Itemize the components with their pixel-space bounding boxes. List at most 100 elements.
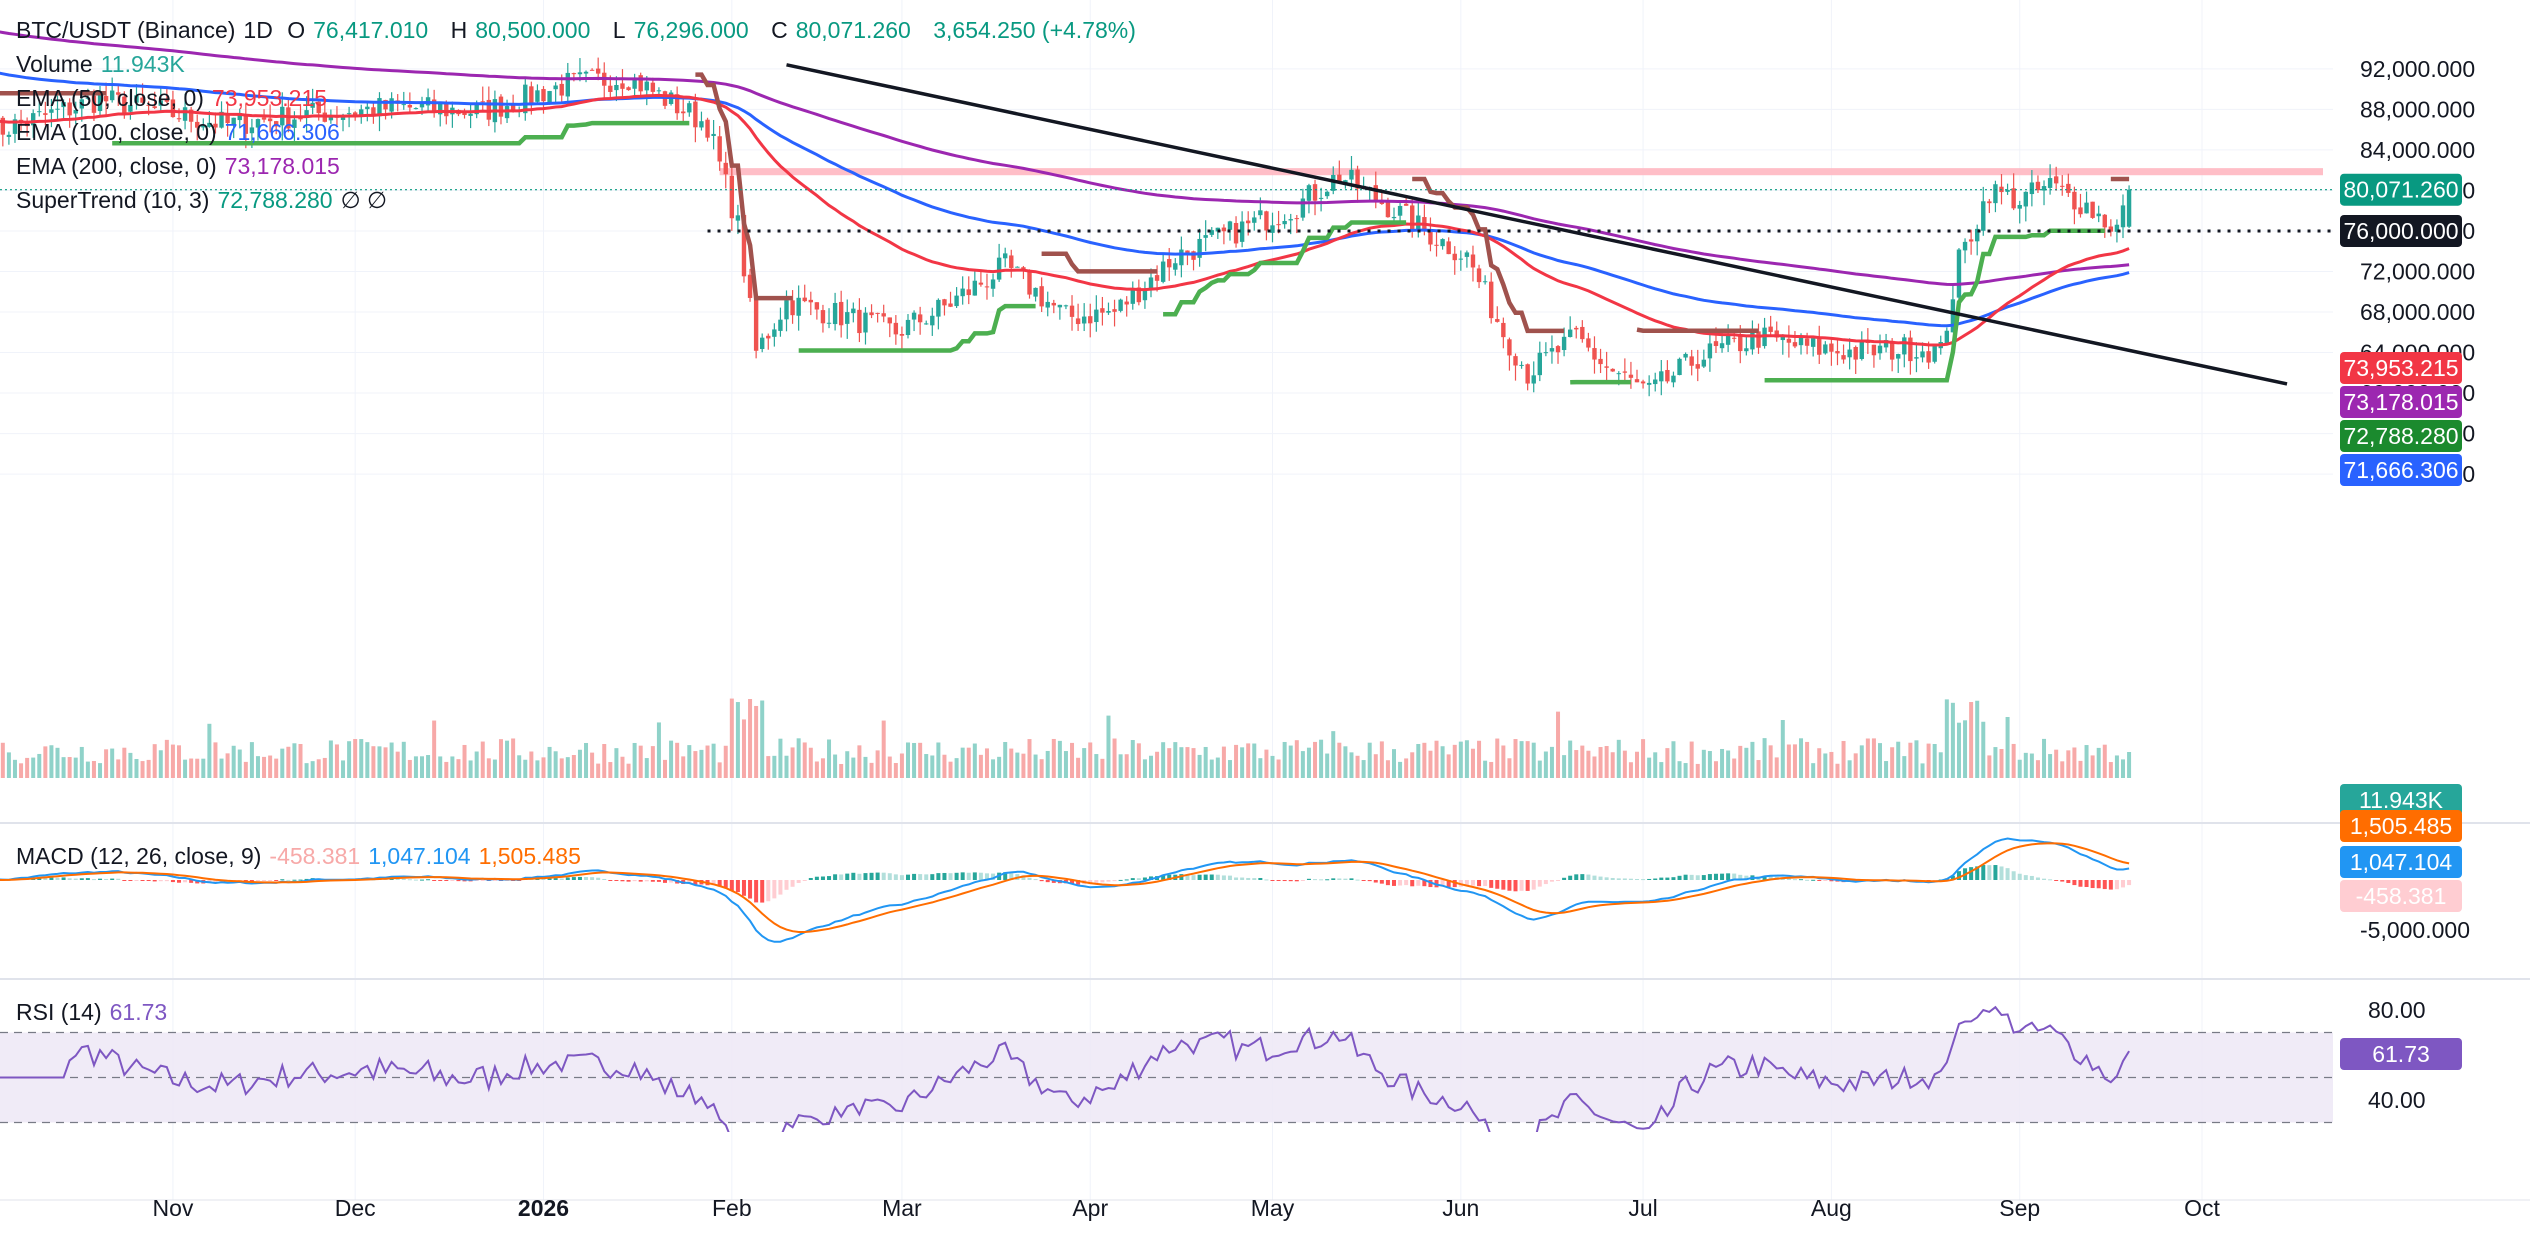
candle-body [1926, 351, 1931, 363]
ema50-tag: 73,953.215 [2343, 355, 2458, 381]
volume-bar [1780, 720, 1785, 778]
candle-body [43, 113, 48, 115]
volume-bar [529, 751, 534, 778]
volume-bar [383, 747, 388, 778]
rsi-legend[interactable]: RSI (14) 61.73 [16, 998, 175, 1026]
candle-body [808, 299, 813, 303]
candle-body [1847, 349, 1852, 358]
volume-bar [1811, 763, 1816, 778]
volume-bar [413, 756, 418, 778]
candle-body [936, 299, 941, 317]
volume-bar [808, 747, 813, 778]
symbol-label[interactable]: BTC/USDT (Binance) [16, 17, 236, 43]
macd-histogram-bar [1203, 874, 1208, 880]
macd-histogram-bar [1562, 877, 1567, 880]
candle-body [1914, 357, 1919, 359]
candle-body [1148, 277, 1154, 290]
candle-body [2108, 226, 2114, 232]
volume-bar [2011, 743, 2016, 778]
candle-body [2041, 186, 2047, 191]
macd-histogram-bar [541, 878, 546, 880]
volume-legend[interactable]: Volume 11.943K [16, 50, 193, 78]
candle-body [1744, 348, 1749, 352]
candle-body [753, 297, 759, 351]
candle-body [559, 83, 564, 96]
volume-bar [1841, 740, 1846, 778]
volume-bar [571, 755, 576, 778]
volume-bar [511, 738, 516, 778]
macd-histogram-bar [505, 880, 510, 881]
macd-histogram-bar [1628, 878, 1633, 880]
volume-bar [1300, 751, 1305, 778]
macd-histogram-bar [1792, 879, 1797, 881]
candle-body [1695, 364, 1700, 369]
macd-histogram-bar [1641, 879, 1646, 881]
candle-body [2060, 185, 2065, 187]
candle-body [2053, 176, 2059, 184]
candle-body [930, 315, 935, 326]
macd-histogram-bar [1398, 880, 1403, 886]
volume-bar [1683, 763, 1688, 778]
price-tick-label: 92,000.000 [2360, 56, 2475, 82]
macd-histogram-bar [2108, 880, 2113, 890]
macd-histogram-bar [140, 880, 145, 881]
macd-legend[interactable]: MACD (12, 26, close, 9) -458.381 1,047.104… [16, 842, 589, 870]
volume-bar [1082, 748, 1087, 778]
candle-body [1859, 341, 1864, 359]
macd-histogram-bar [274, 880, 279, 881]
supertrend-legend[interactable]: SuperTrend (10, 3) 72,788.280 ∅ ∅ [16, 186, 395, 214]
rsi-label: RSI (14) [16, 999, 102, 1025]
macd-histogram-bar [584, 876, 589, 880]
time-tick-label: Nov [152, 1195, 193, 1221]
supertrend-segment [1412, 176, 1565, 334]
volume-tag: 11.943K [2359, 787, 2444, 813]
volume-bar [1191, 748, 1196, 778]
candle-body [1239, 221, 1245, 242]
candle-body [1306, 185, 1312, 201]
candle-body [1713, 341, 1719, 347]
macd-histogram-bar [748, 880, 753, 899]
candle-body [6, 134, 12, 137]
price-axis[interactable]: 92,000.00088,000.00084,000.00080,000.000… [2360, 56, 2475, 1113]
candle-body [1689, 356, 1694, 366]
candle-body [820, 310, 826, 324]
volume-bar [1969, 702, 1974, 778]
macd-histogram-bar [577, 876, 582, 880]
volume-bar [341, 760, 346, 778]
volume-bar [2035, 760, 2040, 778]
candle-body [188, 109, 194, 122]
volume-bar [1993, 747, 1998, 778]
macd-histogram-bar [2114, 880, 2119, 890]
time-axis[interactable]: Nov Dec 2026 Feb Mar Apr May Jun Jul Aug Sep Oct [152, 1195, 2220, 1221]
volume-bar [1525, 741, 1530, 778]
candle-body [1203, 235, 1208, 238]
interval-label[interactable]: 1D [243, 17, 273, 43]
close-value: 80,071.260 [795, 17, 911, 43]
volume-bar [1744, 747, 1749, 778]
macd-histogram-bar [1464, 880, 1469, 886]
ema100-legend[interactable]: EMA (100, close, 0) 71,666.306 [16, 118, 348, 146]
resistance-zone-layer [719, 168, 2323, 176]
macd-histogram-bar [438, 880, 443, 881]
volume-bar [1695, 763, 1700, 778]
ema50-legend[interactable]: EMA (50, close, 0) 73,953.215 [16, 84, 335, 112]
candle-body [1063, 305, 1069, 307]
candle-body [249, 127, 255, 134]
volume-bar [450, 756, 455, 778]
close-label: C [771, 17, 788, 43]
grid [0, 0, 2530, 1201]
ema200-legend[interactable]: EMA (200, close, 0) 73,178.015 [16, 152, 348, 180]
macd-line-tag-bg [2340, 846, 2462, 878]
volume-bar [1975, 700, 1980, 778]
volume-bar [1234, 744, 1239, 778]
macd-histogram-bar [1209, 874, 1214, 880]
time-tick-label: Sep [1999, 1195, 2040, 1221]
volume-bar [116, 759, 121, 778]
macd-histogram-bar [1707, 874, 1712, 880]
macd-histogram-bar [1264, 879, 1269, 881]
macd-histogram-bar [1549, 880, 1554, 882]
macd-histogram-bar [772, 880, 777, 899]
ema100-value: 71,666.306 [224, 119, 340, 145]
